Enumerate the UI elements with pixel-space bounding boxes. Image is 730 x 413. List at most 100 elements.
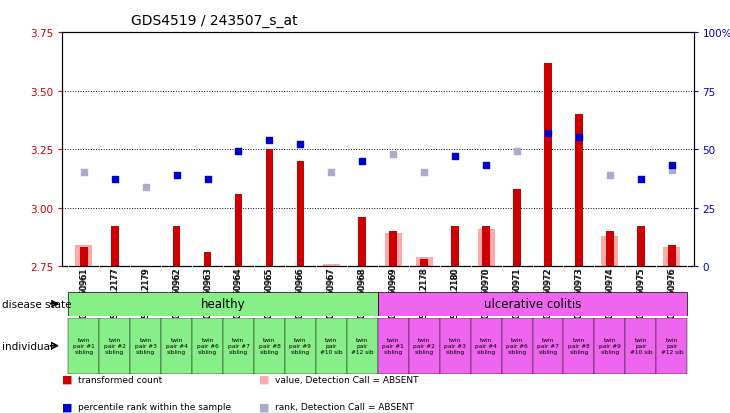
Point [450,153,461,160]
Text: GSM560974: GSM560974 [605,267,615,318]
Bar [323,264,340,266]
Text: GSM560970: GSM560970 [482,267,491,318]
Bar [451,227,459,266]
Point [418,170,430,176]
Text: GSM560961: GSM560961 [80,267,88,318]
Text: twin
pair #4
sibling: twin pair #4 sibling [166,337,188,355]
Text: twin
pair #2
sibling: twin pair #2 sibling [104,337,126,355]
Bar [358,217,366,266]
Point [604,172,616,179]
Text: GSM560962: GSM560962 [172,267,181,318]
Text: twin
pair #6
sibling: twin pair #6 sibling [196,337,218,355]
Text: ulcerative colitis: ulcerative colitis [484,297,581,311]
Bar [415,257,433,266]
Bar [378,318,409,374]
Text: twin
pair #3
sibling: twin pair #3 sibling [445,337,466,355]
Bar [409,318,439,374]
Text: healthy: healthy [201,297,245,311]
Text: GSM560964: GSM560964 [234,267,243,318]
Bar [420,259,428,266]
Text: twin
pair
#12 sib: twin pair #12 sib [661,337,683,355]
Bar [68,318,99,374]
Point [573,135,585,141]
Bar [606,231,614,266]
Point [294,142,306,148]
Text: GSM560971: GSM560971 [512,267,521,318]
Point [542,130,554,137]
Text: twin
pair #8
sibling: twin pair #8 sibling [258,337,280,355]
Bar [347,318,378,374]
Bar [594,318,626,374]
Point [139,184,151,190]
Text: twin
pair
#10 sib: twin pair #10 sib [629,337,652,355]
Bar [204,252,212,266]
Bar [439,318,471,374]
Text: twin
pair #4
sibling: twin pair #4 sibling [475,337,497,355]
Point [264,137,275,144]
Text: percentile rank within the sample: percentile rank within the sample [78,402,231,411]
Bar [389,231,397,266]
Text: twin
pair #9
sibling: twin pair #9 sibling [290,337,311,355]
Text: twin
pair
#12 sib: twin pair #12 sib [351,337,374,355]
Bar [668,245,676,266]
Text: GSM560976: GSM560976 [667,267,676,318]
Point [511,149,523,155]
Bar [296,161,304,266]
Text: GSM560967: GSM560967 [327,267,336,318]
Point [171,172,182,179]
Text: twin
pair #7
sibling: twin pair #7 sibling [228,337,250,355]
Point [233,149,245,155]
Text: GSM560975: GSM560975 [637,267,645,318]
Bar [285,318,316,374]
Text: GSM560972: GSM560972 [544,267,553,318]
Bar [130,318,161,374]
Bar [564,318,594,374]
Bar [471,318,502,374]
Point [388,151,399,158]
Text: GSM1012179: GSM1012179 [141,267,150,323]
Bar [602,236,618,266]
Text: individual: individual [2,341,53,351]
Text: transformed count: transformed count [78,375,162,384]
Bar [626,318,656,374]
Bar [575,115,583,266]
Text: twin
pair #2
sibling: twin pair #2 sibling [413,337,435,355]
Text: GDS4519 / 243507_s_at: GDS4519 / 243507_s_at [131,14,298,28]
Text: GSM560969: GSM560969 [389,267,398,318]
Bar [223,318,254,374]
Bar [378,292,688,316]
Text: GSM1012180: GSM1012180 [450,267,460,323]
Bar [513,190,521,266]
Bar [656,318,688,374]
Text: twin
pair #8
sibling: twin pair #8 sibling [568,337,590,355]
Text: twin
pair #7
sibling: twin pair #7 sibling [537,337,559,355]
Point [326,170,337,176]
Text: GSM1012177: GSM1012177 [110,267,119,323]
Text: GSM560963: GSM560963 [203,267,212,318]
Point [666,167,677,174]
Text: ■: ■ [62,374,72,384]
Bar [385,234,402,266]
Point [635,177,647,183]
Text: GSM560968: GSM560968 [358,267,366,318]
Text: ■: ■ [259,402,269,412]
Text: twin
pair #9
sibling: twin pair #9 sibling [599,337,620,355]
Text: twin
pair
#10 sib: twin pair #10 sib [320,337,342,355]
Bar [99,318,130,374]
Bar [483,227,490,266]
Bar [477,229,495,266]
Bar [80,248,88,266]
Bar [664,248,680,266]
Text: GSM560965: GSM560965 [265,267,274,318]
Bar [533,318,564,374]
Text: twin
pair #1
sibling: twin pair #1 sibling [383,337,404,355]
Point [480,163,492,169]
Bar [637,227,645,266]
Text: value, Detection Call = ABSENT: value, Detection Call = ABSENT [275,375,419,384]
Bar [266,150,273,266]
Bar [316,318,347,374]
Bar [75,245,92,266]
Text: GSM1012178: GSM1012178 [420,267,429,323]
Bar [111,227,118,266]
Text: ■: ■ [259,374,269,384]
